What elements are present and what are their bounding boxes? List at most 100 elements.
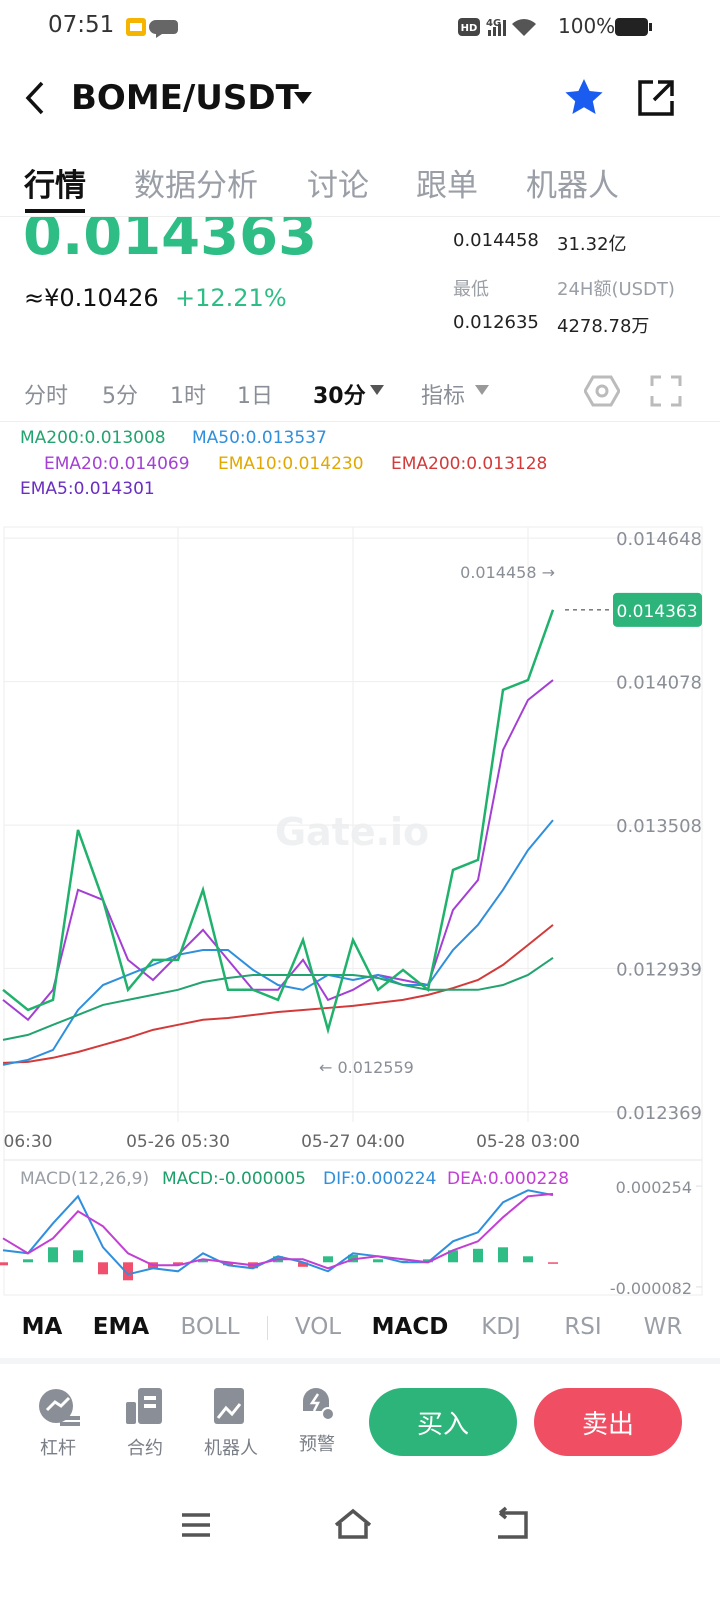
x-tick-label: 05-26 05:30 (126, 1132, 230, 1152)
price-cny: ≈¥0.10426 (24, 284, 159, 312)
y-tick-label: 0.012369 (616, 1103, 702, 1124)
share-button[interactable] (636, 78, 676, 118)
indicator-legend: EMA5:0.014301 (20, 479, 155, 499)
y-tick-label: -0.000082 (610, 1279, 692, 1298)
macd-bar (548, 1262, 558, 1264)
current-price-label: 0.014363 (616, 602, 697, 622)
back-button[interactable] (20, 80, 50, 116)
macd-bar (373, 1259, 383, 1263)
macd-legend: DEA:0.000228 (447, 1169, 569, 1189)
y-tick-label: 0.012939 (616, 959, 702, 980)
x-tick-label: 05-27 04:00 (301, 1132, 405, 1152)
indicator-legend: MA50:0.013537 (192, 428, 327, 448)
indicator-tab[interactable]: KDJ (481, 1314, 521, 1340)
indicator-tab[interactable]: MA (21, 1314, 63, 1340)
sell-button[interactable]: 卖出 (534, 1388, 682, 1456)
nav-label[interactable]: 预警 (299, 1434, 335, 1455)
dropdown-caret (370, 385, 384, 395)
indicator-tab[interactable]: RSI (564, 1314, 602, 1340)
y-tick-label: 0.013508 (616, 816, 702, 837)
interval[interactable]: 1时 (170, 384, 206, 409)
y-tick-label: 0.000254 (616, 1178, 692, 1197)
leverage-icon[interactable] (36, 1386, 84, 1430)
indicator-tab[interactable]: EMA (92, 1314, 150, 1340)
watermark: Gate.io (275, 810, 429, 854)
low-label: ← 0.012559 (319, 1058, 414, 1077)
macd-legend: MACD:-0.000005 (162, 1169, 306, 1189)
favorite-star[interactable] (562, 76, 606, 120)
svg-text:4G: 4G (486, 18, 501, 29)
interval[interactable]: 30分 (313, 384, 366, 409)
macd-bar (98, 1262, 108, 1275)
macd-title: MACD(12,26,9) (20, 1169, 149, 1189)
stat-label: 最低 (453, 279, 489, 300)
interval[interactable]: 1日 (237, 384, 273, 409)
pair-dropdown[interactable] (292, 90, 314, 106)
x-tick-label: 06:30 (4, 1132, 53, 1152)
settings-button[interactable] (584, 374, 620, 408)
indicator-line (2, 957, 554, 1041)
tab[interactable]: 行情 (24, 168, 86, 204)
interval[interactable]: 分时 (24, 384, 69, 409)
battery-text: 100% (558, 14, 616, 38)
macd-line (2, 1189, 554, 1276)
indicator-line (2, 819, 554, 1066)
macd-bar (198, 1259, 208, 1263)
stat: 0.012635 (453, 312, 539, 333)
price-change: +12.21% (175, 284, 287, 312)
interval[interactable]: 指标 (421, 384, 466, 409)
buy-button[interactable]: 买入 (369, 1388, 517, 1456)
indicator-legend: EMA200:0.013128 (391, 454, 548, 474)
bot-icon[interactable] (210, 1386, 254, 1430)
fullscreen-button[interactable] (650, 375, 682, 407)
macd-bar (423, 1259, 433, 1263)
tab[interactable]: 数据分析 (134, 168, 258, 204)
price-clip: 0.014363 (0, 217, 440, 277)
divider (0, 421, 720, 422)
contract-icon[interactable] (124, 1386, 168, 1430)
pair-title[interactable]: BOME/USDT (71, 78, 299, 118)
indicator-tab[interactable]: WR (643, 1314, 683, 1340)
indicator-legend: MA200:0.013008 (20, 428, 166, 448)
indicator-bar (0, 1296, 720, 1358)
price-line (2, 609, 555, 1035)
nav-label[interactable]: 杠杆 (40, 1438, 76, 1459)
tab[interactable]: 机器人 (526, 168, 619, 204)
macd-bar (498, 1247, 508, 1263)
alert-icon[interactable] (296, 1386, 340, 1426)
macd-line (2, 1192, 554, 1270)
system-nav (182, 1506, 528, 1539)
macd-bar (473, 1248, 483, 1263)
battery-icon (615, 18, 652, 36)
divider (0, 1358, 720, 1364)
indicator-tab[interactable]: BOLL (180, 1314, 240, 1340)
status-time: 07:51 (48, 12, 115, 38)
stat-label: 24H额(USDT) (557, 279, 675, 300)
indicator-line (2, 924, 554, 1064)
macd-bar (123, 1262, 133, 1281)
tab[interactable]: 跟单 (416, 168, 478, 204)
signal-icons: HD 4G (458, 18, 536, 36)
indicator-legend: EMA10:0.014230 (218, 454, 364, 474)
interval[interactable]: 5分 (102, 384, 138, 409)
stat: 0.014458 (453, 230, 539, 251)
nav-label[interactable]: 合约 (127, 1438, 163, 1459)
macd-bar (48, 1247, 58, 1263)
divider (0, 216, 720, 217)
macd-bar (448, 1250, 458, 1263)
tab[interactable]: 讨论 (307, 168, 369, 204)
indicator-line (2, 679, 554, 1022)
macd-bar (173, 1262, 183, 1266)
stat: 4278.78万 (557, 316, 650, 337)
nav-label[interactable]: 机器人 (204, 1438, 258, 1459)
macd-bar (298, 1262, 308, 1267)
indicator-tab[interactable]: MACD (371, 1314, 449, 1340)
macd-bar (323, 1256, 333, 1263)
macd-bar (73, 1250, 83, 1263)
x-tick-label: 05-28 03:00 (476, 1132, 580, 1152)
stat: 31.32亿 (557, 234, 627, 255)
indicator-tab[interactable]: VOL (294, 1314, 342, 1340)
status-icons (126, 18, 178, 38)
chart: Gate.io 0.012369 0.012939 0.013508 0.014078 0… (0, 526, 703, 1298)
